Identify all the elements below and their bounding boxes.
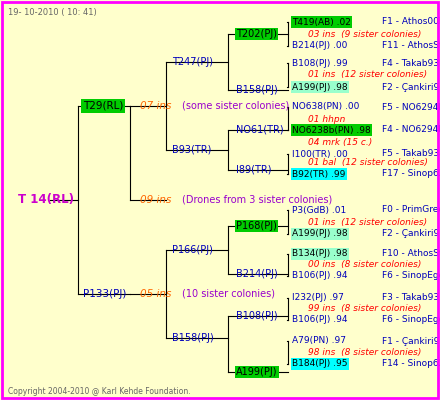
- Text: F6 - SinopEgg86R: F6 - SinopEgg86R: [382, 272, 440, 280]
- Text: 01 ins  (12 sister colonies): 01 ins (12 sister colonies): [308, 218, 427, 226]
- Text: F3 - Takab93R: F3 - Takab93R: [382, 294, 440, 302]
- Text: 01 ins  (12 sister colonies): 01 ins (12 sister colonies): [308, 70, 427, 80]
- Text: NO6238b(PN) .98: NO6238b(PN) .98: [292, 126, 371, 134]
- Text: 05 ins: 05 ins: [140, 289, 171, 299]
- Text: F4 - Takab93R: F4 - Takab93R: [382, 58, 440, 68]
- Text: P3(GdB) .01: P3(GdB) .01: [292, 206, 346, 214]
- Text: P133(PJ): P133(PJ): [83, 289, 126, 299]
- Text: T202(PJ): T202(PJ): [236, 29, 277, 39]
- Text: B158(PJ): B158(PJ): [172, 333, 214, 343]
- Text: B92(TR) .99: B92(TR) .99: [292, 170, 345, 178]
- Text: F11 - AthosSt80R: F11 - AthosSt80R: [382, 42, 440, 50]
- Text: F5 - Takab93aR: F5 - Takab93aR: [382, 150, 440, 158]
- Text: F1 - Çankiri97R: F1 - Çankiri97R: [382, 336, 440, 346]
- Text: B158(PJ): B158(PJ): [236, 85, 278, 95]
- Text: B106(PJ) .94: B106(PJ) .94: [292, 272, 348, 280]
- Text: 19- 10-2010 ( 10: 41): 19- 10-2010 ( 10: 41): [8, 8, 97, 16]
- Text: T29(RL): T29(RL): [83, 101, 123, 111]
- Text: F6 - SinopEgg86R: F6 - SinopEgg86R: [382, 316, 440, 324]
- Text: 00 ins  (8 sister colonies): 00 ins (8 sister colonies): [308, 260, 422, 270]
- Text: B106(PJ) .94: B106(PJ) .94: [292, 316, 348, 324]
- Text: 03 ins  (9 sister colonies): 03 ins (9 sister colonies): [308, 30, 422, 38]
- Text: 04 mrk (15 c.): 04 mrk (15 c.): [308, 138, 372, 146]
- Text: I100(TR) .00: I100(TR) .00: [292, 150, 348, 158]
- Text: B108(PJ): B108(PJ): [236, 311, 278, 321]
- Text: 01 hhpn: 01 hhpn: [308, 114, 345, 124]
- Text: F5 - NO6294R: F5 - NO6294R: [382, 102, 440, 112]
- Text: F10 - AthosSt80R: F10 - AthosSt80R: [382, 250, 440, 258]
- Text: T419(AB) .02: T419(AB) .02: [292, 18, 351, 26]
- Text: 99 ins  (8 sister colonies): 99 ins (8 sister colonies): [308, 304, 422, 314]
- Text: (some sister colonies): (some sister colonies): [182, 101, 289, 111]
- Text: F0 - PrimGreen00: F0 - PrimGreen00: [382, 206, 440, 214]
- Text: 98 ins  (8 sister colonies): 98 ins (8 sister colonies): [308, 348, 422, 358]
- Text: A79(PN) .97: A79(PN) .97: [292, 336, 346, 346]
- Text: B93(TR): B93(TR): [172, 145, 211, 155]
- Text: (Drones from 3 sister colonies): (Drones from 3 sister colonies): [182, 195, 332, 205]
- Text: B108(PJ) .99: B108(PJ) .99: [292, 58, 348, 68]
- Text: T247(PJ): T247(PJ): [172, 57, 213, 67]
- Text: B214(PJ) .00: B214(PJ) .00: [292, 42, 347, 50]
- Text: F4 - NO6294R: F4 - NO6294R: [382, 126, 440, 134]
- Text: P166(PJ): P166(PJ): [172, 245, 213, 255]
- Text: 07 ins: 07 ins: [140, 101, 171, 111]
- Text: 01 bal  (12 sister colonies): 01 bal (12 sister colonies): [308, 158, 428, 168]
- Text: F14 - Sinop62R: F14 - Sinop62R: [382, 360, 440, 368]
- Text: F2 - Çankiri97R: F2 - Çankiri97R: [382, 230, 440, 238]
- Text: I232(PJ) .97: I232(PJ) .97: [292, 294, 344, 302]
- Text: Copyright 2004-2010 @ Karl Kehde Foundation.: Copyright 2004-2010 @ Karl Kehde Foundat…: [8, 388, 191, 396]
- Text: (10 sister colonies): (10 sister colonies): [182, 289, 275, 299]
- Text: B214(PJ): B214(PJ): [236, 269, 278, 279]
- Text: A199(PJ) .98: A199(PJ) .98: [292, 82, 348, 92]
- Text: B134(PJ) .98: B134(PJ) .98: [292, 250, 348, 258]
- Text: NO61(TR): NO61(TR): [236, 125, 284, 135]
- Text: F17 - Sinop62R: F17 - Sinop62R: [382, 170, 440, 178]
- Text: I89(TR): I89(TR): [236, 165, 271, 175]
- Text: 09 ins: 09 ins: [140, 195, 171, 205]
- Text: F2 - Çankiri97R: F2 - Çankiri97R: [382, 82, 440, 92]
- Text: NO638(PN) .00: NO638(PN) .00: [292, 102, 359, 112]
- Text: A199(PJ) .98: A199(PJ) .98: [292, 230, 348, 238]
- Text: B184(PJ) .95: B184(PJ) .95: [292, 360, 348, 368]
- Text: T 14(RL): T 14(RL): [18, 194, 74, 206]
- Text: F1 - Athos00R: F1 - Athos00R: [382, 18, 440, 26]
- Text: P168(PJ): P168(PJ): [236, 221, 277, 231]
- Text: A199(PJ): A199(PJ): [236, 367, 278, 377]
